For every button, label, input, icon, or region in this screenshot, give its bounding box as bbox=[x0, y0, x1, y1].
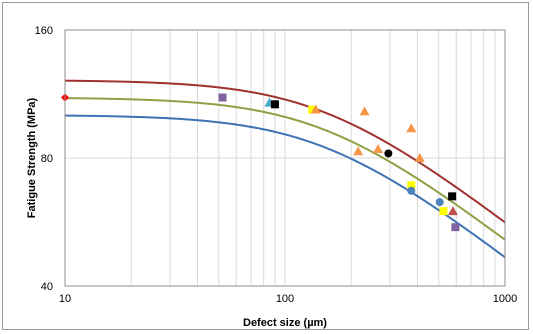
data-point-square bbox=[308, 105, 317, 114]
data-point-triangle bbox=[406, 123, 417, 133]
data-point-triangle bbox=[373, 143, 384, 153]
data-point-square bbox=[218, 93, 227, 102]
data-point-square bbox=[451, 223, 460, 232]
data-point-triangle bbox=[353, 146, 364, 156]
x-tick-label: 10 bbox=[59, 293, 71, 305]
data-point-square bbox=[407, 181, 416, 190]
x-tick-label: 100 bbox=[276, 293, 294, 305]
data-point-circle bbox=[384, 149, 393, 158]
point-layer bbox=[61, 93, 460, 232]
curve-layer bbox=[64, 79, 506, 259]
fatigue-curve bbox=[64, 114, 506, 259]
tick-layer: 10 100 1000 40 80 160 bbox=[35, 25, 518, 305]
y-tick-label: 160 bbox=[35, 25, 53, 37]
x-axis-title: Defect size (µm) bbox=[243, 317, 327, 329]
data-point-triangle bbox=[447, 206, 458, 216]
fatigue-curve bbox=[64, 79, 506, 224]
data-point-circle bbox=[435, 198, 444, 207]
data-point-square bbox=[270, 100, 279, 109]
data-point-triangle bbox=[359, 106, 370, 116]
y-tick-label: 80 bbox=[41, 153, 53, 165]
data-point-triangle bbox=[310, 104, 321, 114]
fatigue-curve bbox=[64, 97, 506, 241]
x-tick-label: 1000 bbox=[493, 293, 517, 305]
chart-frame bbox=[2, 2, 529, 330]
y-axis-title: Fatigue Strength (MPa) bbox=[26, 97, 38, 218]
data-point-circle bbox=[407, 186, 416, 195]
data-point-triangle bbox=[414, 153, 425, 162]
y-tick-label: 40 bbox=[41, 281, 53, 293]
plot-area-border bbox=[64, 29, 506, 287]
data-point-square bbox=[448, 192, 457, 201]
grid-layer bbox=[65, 30, 505, 286]
data-point-square bbox=[439, 207, 448, 216]
